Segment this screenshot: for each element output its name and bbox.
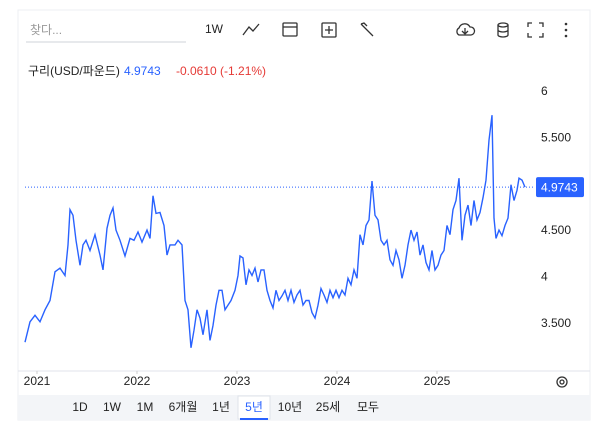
range-button[interactable]: 1W: [103, 400, 122, 414]
range-button[interactable]: 모두: [357, 400, 379, 414]
range-bar: [18, 395, 590, 420]
range-button[interactable]: 10년: [278, 400, 302, 414]
x-tick-label: 2022: [124, 374, 151, 388]
y-tick-label: 5.500: [541, 131, 571, 145]
indicator-icon[interactable]: [321, 22, 337, 38]
settings-icon[interactable]: [556, 376, 568, 388]
data-icon[interactable]: [497, 22, 509, 38]
last-price-label: 4.9743: [541, 180, 578, 194]
toolbar-icons[interactable]: [242, 22, 568, 38]
y-tick-label: 4: [541, 270, 548, 284]
legend-change: -0.0610 (-1.21%): [176, 64, 266, 78]
price-line: [24, 115, 526, 348]
y-tick-label: 3.500: [541, 316, 571, 330]
range-button[interactable]: 25세: [316, 400, 340, 414]
range-button[interactable]: 6개월: [169, 400, 198, 414]
calendar-icon[interactable]: [282, 22, 298, 37]
legend-name: 구리(USD/파운드): [28, 64, 120, 78]
more-icon[interactable]: [564, 22, 568, 38]
x-tick-label: 2025: [424, 374, 451, 388]
last-price-box: [536, 177, 584, 198]
search-input[interactable]: 찾다...: [30, 23, 62, 37]
tools-icon[interactable]: [360, 22, 374, 37]
legend-price: 4.9743: [124, 64, 161, 78]
x-tick-label: 2024: [324, 374, 351, 388]
interval-button[interactable]: 1W: [205, 22, 224, 36]
range-button[interactable]: 1M: [137, 400, 154, 414]
y-tick-label: 6: [541, 84, 548, 98]
x-tick-label: 2023: [224, 374, 251, 388]
snapshot-icon[interactable]: [456, 23, 476, 36]
fullscreen-icon[interactable]: [527, 22, 544, 38]
x-tick-label: 2021: [24, 374, 51, 388]
range-button[interactable]: 1년: [212, 400, 230, 414]
chart-type-icon[interactable]: [242, 23, 260, 36]
range-button[interactable]: 1D: [72, 400, 88, 414]
range-button[interactable]: 5년: [245, 400, 263, 414]
y-tick-label: 4.500: [541, 223, 571, 237]
